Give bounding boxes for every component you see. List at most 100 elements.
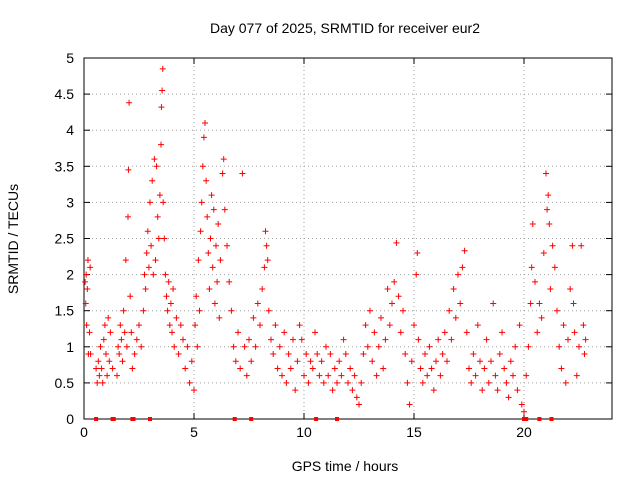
data-point	[221, 206, 228, 213]
data-point	[534, 329, 541, 336]
data-point	[307, 358, 314, 365]
data-point	[472, 372, 479, 379]
data-point	[177, 322, 184, 329]
data-point	[209, 264, 216, 271]
data-point	[83, 322, 90, 329]
data-point	[413, 271, 420, 278]
data-point	[318, 358, 325, 365]
data-point	[149, 177, 156, 184]
data-point	[375, 343, 382, 350]
data-point	[210, 206, 217, 213]
data-point	[125, 213, 131, 220]
data-point	[103, 351, 109, 358]
y-tick-label: 2.5	[55, 231, 75, 247]
data-point	[367, 307, 373, 314]
data-point	[560, 322, 567, 329]
data-point	[562, 379, 569, 386]
data-point	[138, 343, 145, 350]
data-point	[107, 329, 114, 336]
data-point	[389, 300, 395, 307]
zero-level-marker	[549, 417, 554, 421]
data-point	[152, 257, 159, 264]
data-point	[195, 257, 202, 264]
data-point	[499, 329, 505, 336]
data-point	[570, 300, 577, 307]
zero-level-marker	[232, 417, 237, 421]
data-point	[262, 228, 269, 235]
data-point	[106, 358, 113, 365]
data-point	[261, 264, 268, 271]
data-point	[228, 307, 235, 314]
zero-level-marker	[314, 417, 319, 421]
data-point	[554, 307, 560, 314]
data-point	[459, 264, 466, 271]
data-point	[292, 387, 299, 394]
data-point	[320, 379, 327, 386]
data-point	[285, 351, 292, 358]
data-point	[581, 351, 588, 358]
data-point	[161, 235, 168, 242]
data-point	[580, 322, 587, 329]
data-point	[296, 322, 303, 329]
data-point	[235, 329, 241, 336]
data-point	[122, 257, 129, 264]
data-point	[538, 314, 545, 321]
chart-title: Day 077 of 2025, SRMTID for receiver eur…	[210, 20, 480, 36]
y-axis-tick-labels: 0 0.5 1 1.5 2 2.5 3 3.5 4 4.5 5	[55, 50, 75, 427]
data-point	[316, 372, 323, 379]
zero-level-marker	[524, 417, 529, 421]
data-point	[382, 336, 389, 343]
data-point	[414, 249, 421, 256]
data-point	[211, 300, 218, 307]
data-point	[243, 372, 250, 379]
data-point	[153, 163, 160, 170]
data-point	[131, 351, 138, 358]
data-point	[492, 372, 499, 379]
data-point	[114, 372, 120, 379]
y-tick-label: 1.5	[55, 303, 75, 319]
data-point	[406, 401, 413, 408]
data-point	[373, 372, 380, 379]
data-point	[547, 286, 554, 293]
data-point	[528, 264, 535, 271]
data-point	[100, 336, 107, 343]
data-point	[141, 271, 148, 278]
y-tick-label: 2	[66, 267, 74, 283]
x-tick-label: 20	[516, 424, 532, 440]
data-point	[490, 300, 497, 307]
data-point	[144, 228, 151, 235]
data-point	[94, 379, 101, 386]
zero-level-marker	[522, 417, 526, 421]
data-point	[424, 372, 431, 379]
x-axis-tick-labels: 0 5 10 15 20	[80, 424, 532, 440]
data-point	[272, 322, 279, 329]
x-axis-label: GPS time / hours	[292, 458, 399, 474]
data-point	[198, 199, 205, 206]
data-point	[397, 329, 404, 336]
data-point	[466, 365, 472, 372]
data-point	[191, 387, 197, 394]
data-point	[551, 264, 558, 271]
data-point	[351, 372, 358, 379]
y-tick-label: 3.5	[55, 158, 75, 174]
data-point	[331, 365, 338, 372]
data-point	[523, 372, 530, 379]
data-point	[430, 387, 437, 394]
data-point	[199, 163, 206, 170]
y-tick-label: 0	[66, 411, 74, 427]
data-point	[463, 329, 470, 336]
y-tick-label: 3	[66, 194, 74, 210]
data-point	[217, 257, 224, 264]
data-point	[439, 351, 446, 358]
data-point	[342, 351, 349, 358]
y-tick-label: 1	[66, 339, 74, 355]
data-point	[207, 235, 214, 242]
data-point	[501, 365, 508, 372]
data-point	[171, 343, 178, 350]
data-point	[481, 365, 488, 372]
data-point	[265, 307, 272, 314]
data-point	[170, 286, 177, 293]
data-point	[479, 387, 486, 394]
data-point	[364, 343, 371, 350]
